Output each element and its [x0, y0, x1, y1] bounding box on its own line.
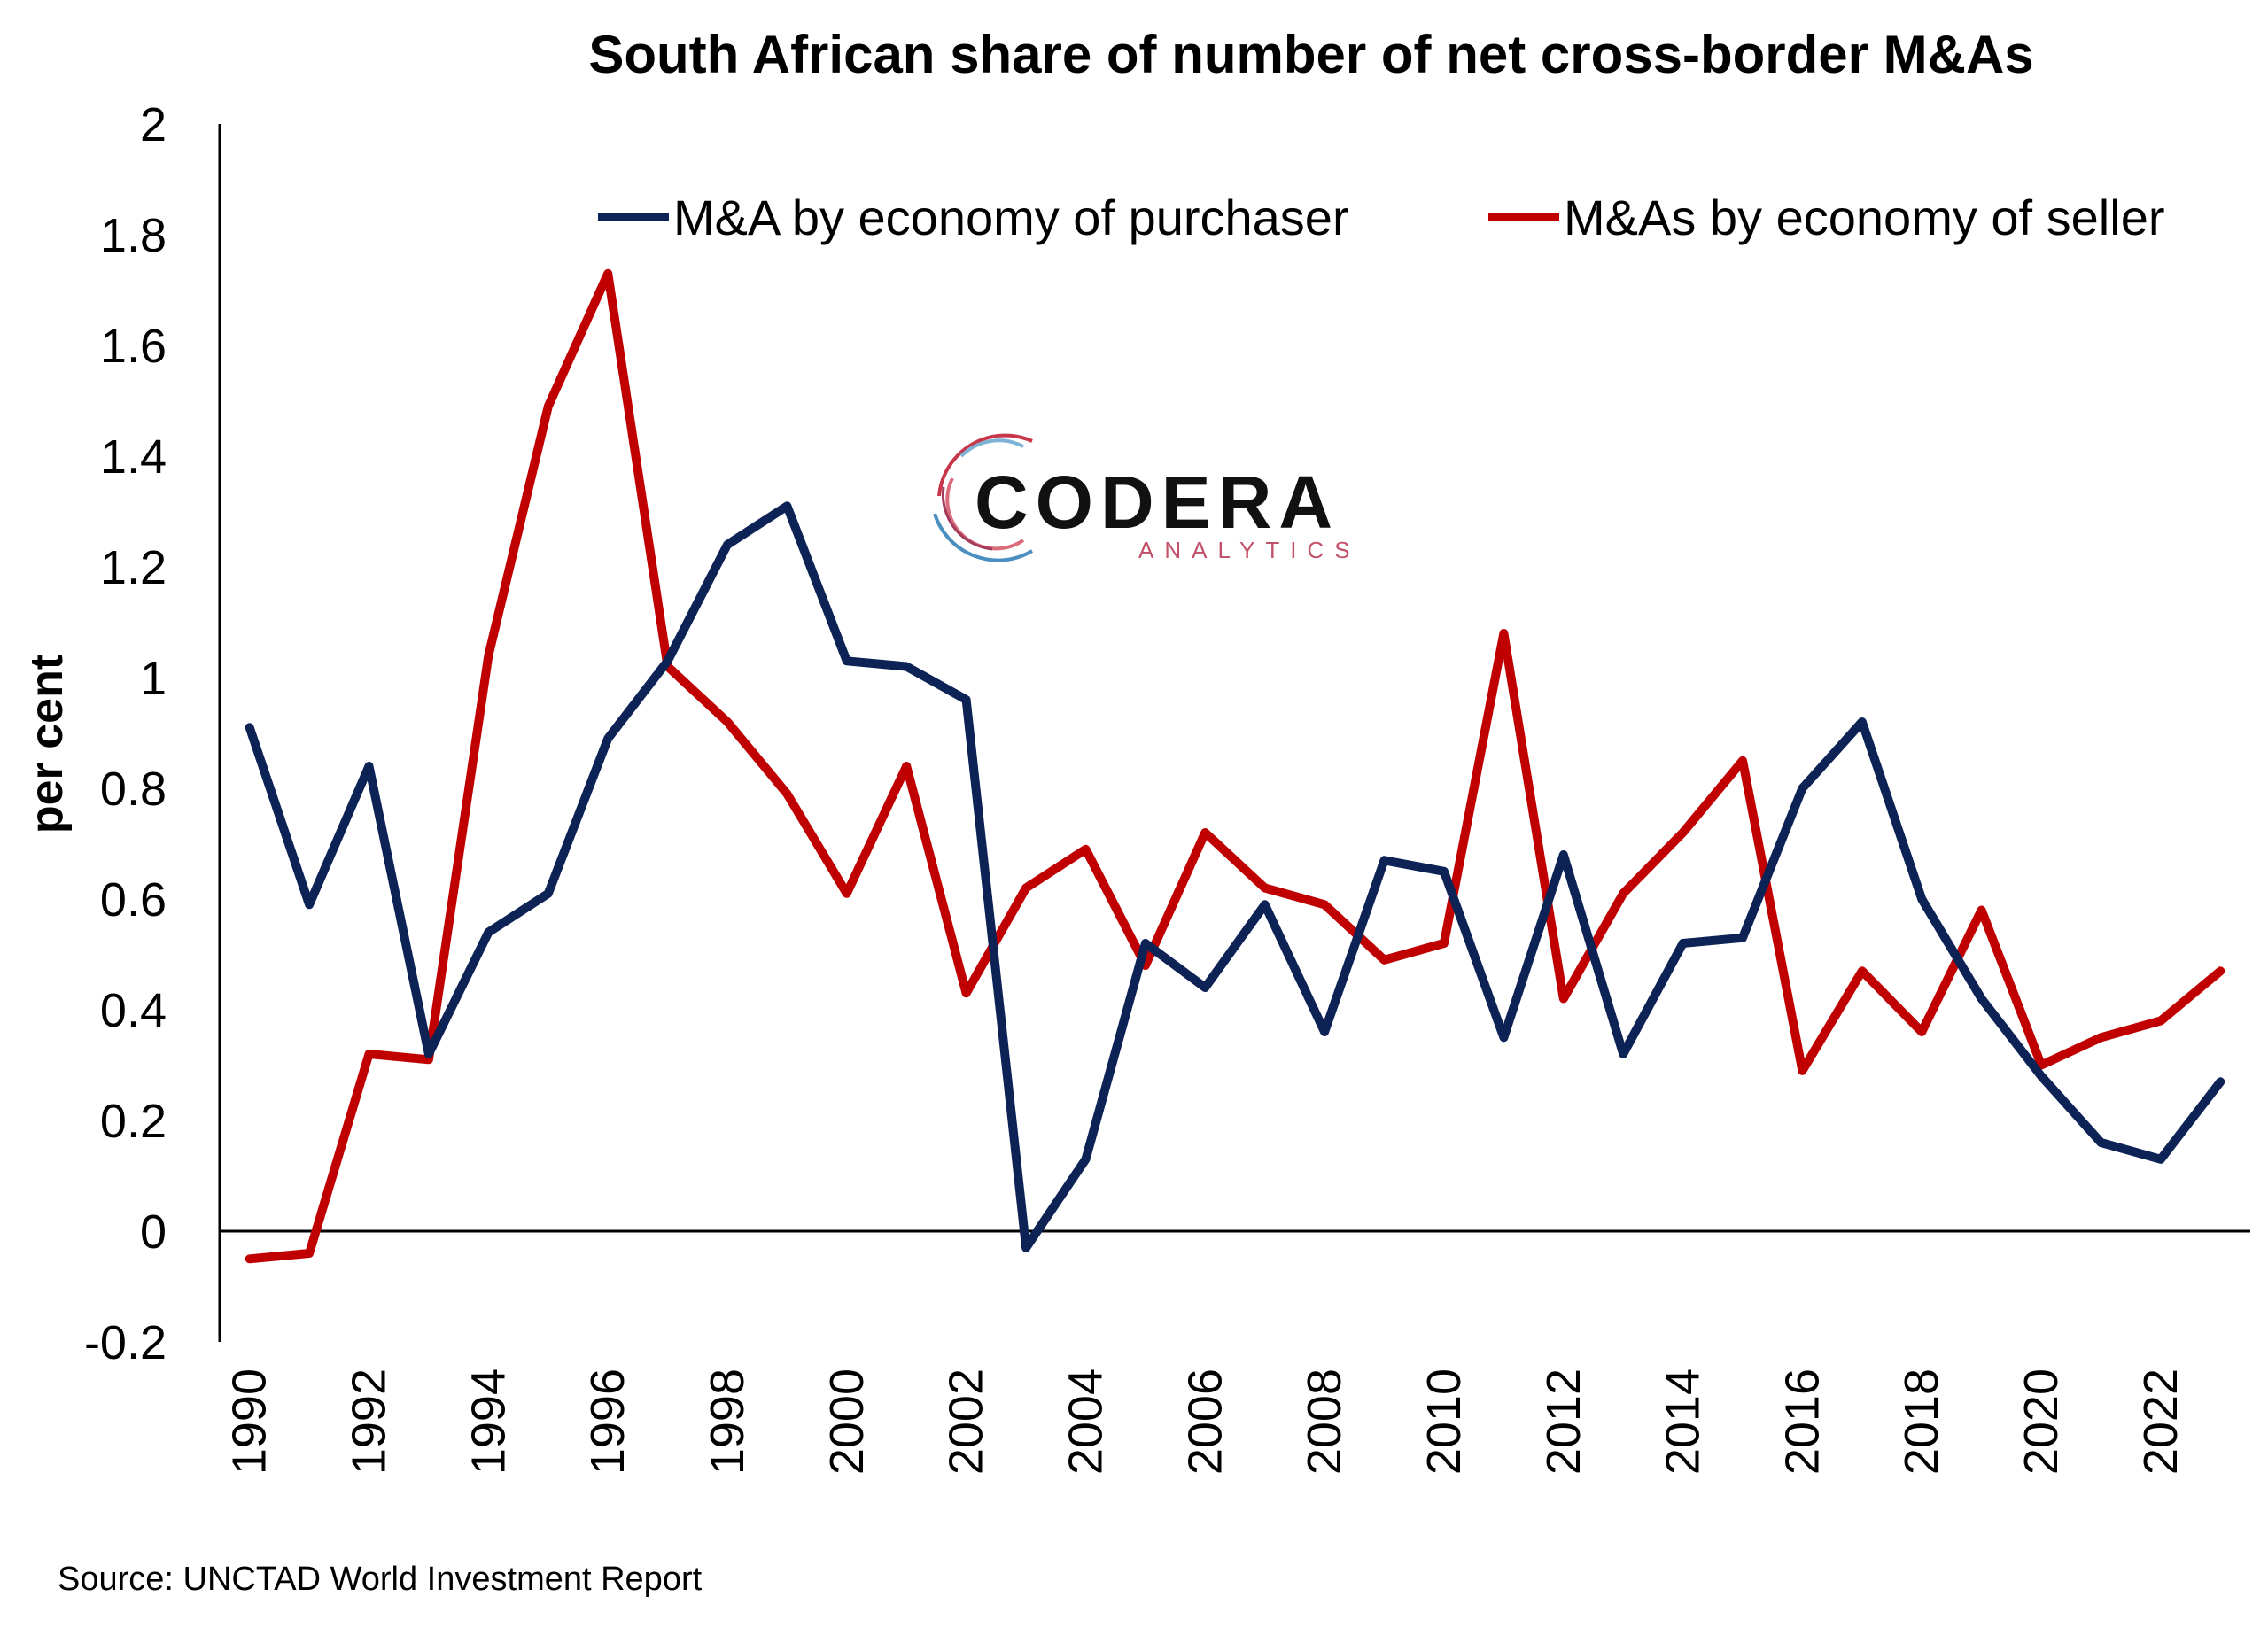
y-tick-label: 0.4 — [100, 984, 167, 1037]
x-tick-label: 2022 — [2134, 1368, 2187, 1475]
y-tick-label: 1.8 — [100, 209, 167, 262]
y-tick-label: 0.2 — [100, 1095, 167, 1148]
x-tick-label: 1998 — [701, 1368, 754, 1475]
y-tick-label: 1.4 — [100, 430, 167, 484]
y-tick-labels: 2 1.8 1.6 1.4 1.2 1 0.8 0.6 0.4 0.2 0 -0.2 — [84, 98, 167, 1369]
logo-wordmark: CODERA — [975, 461, 1340, 544]
x-tick-label: 2004 — [1059, 1368, 1112, 1475]
x-tick-label: 1996 — [581, 1368, 634, 1475]
x-tick-label: 2014 — [1657, 1368, 1710, 1475]
legend-label-seller: M&As by economy of seller — [1564, 190, 2164, 245]
y-tick-label: 1 — [140, 652, 167, 705]
y-tick-label: 2 — [140, 98, 167, 151]
x-tick-label: 1990 — [223, 1368, 276, 1475]
axes — [218, 124, 2250, 1342]
legend-label-purchaser: M&A by economy of purchaser — [673, 190, 1349, 245]
y-tick-label: 0 — [140, 1205, 167, 1259]
codera-logo: CODERA ANALYTICS — [933, 433, 1361, 563]
x-tick-label: 2016 — [1775, 1368, 1829, 1475]
x-tick-label: 2018 — [1895, 1368, 1948, 1475]
y-tick-label: 0.6 — [100, 873, 167, 926]
x-tick-label: 2008 — [1298, 1368, 1351, 1475]
series-line-purchaser — [245, 501, 2225, 1252]
y-axis-label: per cent — [21, 655, 73, 833]
y-tick-label: 0.8 — [100, 763, 167, 816]
series-line-seller — [245, 268, 2225, 1264]
x-tick-label: 1994 — [462, 1368, 515, 1475]
x-tick-label: 2010 — [1418, 1368, 1471, 1475]
x-tick-label: 2002 — [940, 1368, 993, 1475]
logo-circuit-icon — [933, 433, 1034, 562]
x-tick-label: 2020 — [2015, 1368, 2068, 1475]
x-tick-label: 2006 — [1178, 1368, 1231, 1475]
x-tick-label: 1992 — [343, 1368, 396, 1475]
chart-title: South African share of number of net cro… — [588, 25, 2033, 84]
y-tick-label: 1.2 — [100, 541, 167, 594]
x-tick-label: 2012 — [1537, 1368, 1590, 1475]
source-note: Source: UNCTAD World Investment Report — [58, 1561, 703, 1598]
x-tick-label: 2000 — [820, 1368, 874, 1475]
y-tick-label: -0.2 — [84, 1316, 167, 1369]
legend: M&A by economy of purchaser M&As by econ… — [598, 190, 2164, 245]
y-tick-label: 1.6 — [100, 320, 167, 373]
logo-subtitle: ANALYTICS — [1138, 537, 1361, 563]
series-lines — [245, 268, 2225, 1264]
x-tick-labels: 1990 1992 1994 1996 1998 2000 2002 2004 2006 2008… — [223, 1368, 2187, 1475]
